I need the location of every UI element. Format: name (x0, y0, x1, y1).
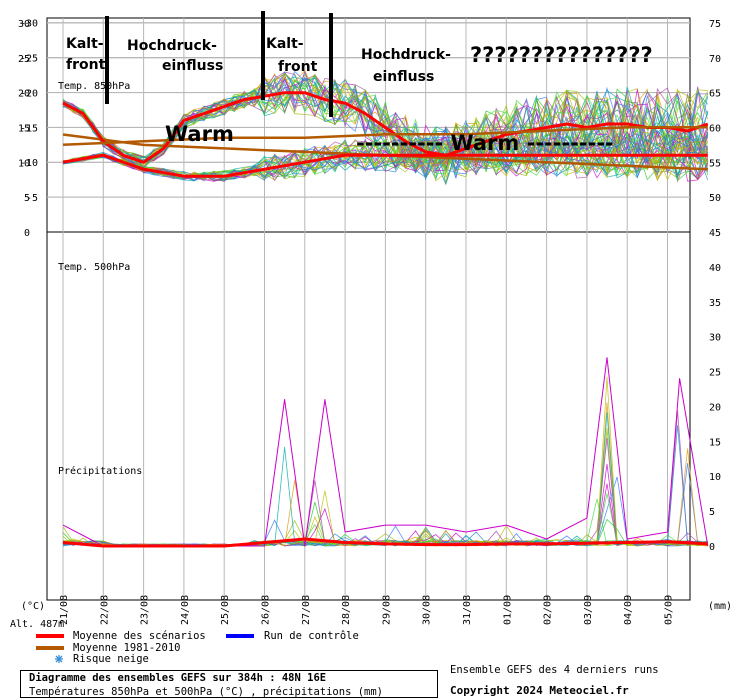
left-unit-label: (°C) (21, 601, 45, 612)
y-tick-right-850: 60 (709, 124, 721, 135)
y-tick-right-precip: 30 (709, 333, 721, 344)
annotation-warm-2: ---------- Warm ---------- (356, 131, 614, 155)
grid (46, 17, 691, 601)
cold-front-bar-2 (261, 11, 265, 100)
y-tick-left-500: -10 (20, 158, 38, 169)
legend-label-control: Run de contrôle (264, 630, 359, 642)
annotation-warm-1: Warm (165, 122, 234, 146)
chart-subtitle: Températures 850hPa et 500hPa (°C) , pré… (29, 686, 384, 698)
tick-labels: 30252015105075706560555045-5-10-15-20-25… (18, 19, 721, 625)
y-tick-right-850: 50 (709, 193, 721, 204)
x-tick-date: 03/09 (583, 595, 594, 625)
annotation-hochdruck-2a: Hochdruck- (361, 47, 451, 63)
y-tick-right-precip: 35 (709, 298, 721, 309)
cold-front-bar-1 (105, 16, 109, 104)
annotation-hochdruck-1b: einfluss (162, 58, 223, 74)
ensemble-member-850 (62, 79, 709, 175)
x-tick-date: 31/08 (462, 595, 473, 625)
annotation-kaltfront-1b: front (66, 57, 106, 73)
x-tick-date: 23/08 (140, 595, 151, 625)
y-tick-left-850: 20 (18, 89, 30, 100)
y-tick-right-precip: 0 (709, 542, 715, 553)
y-tick-right-850: 70 (709, 54, 721, 65)
y-tick-right-850: 65 (709, 89, 721, 100)
y-tick-right-precip: 5 (709, 507, 715, 518)
y-tick-left-850: 0 (24, 228, 30, 239)
y-tick-left-500: -25 (20, 54, 38, 65)
ensemble-member-850 (62, 71, 709, 181)
annotation-kaltfront-2a: Kalt- (266, 36, 304, 52)
x-tick-date: 02/09 (543, 595, 554, 625)
x-tick-date: 05/09 (664, 595, 675, 625)
x-tick-date: 21/08 (59, 595, 70, 625)
annotation-kaltfront-1a: Kalt- (66, 36, 104, 52)
climate-mean-line-500 (62, 126, 708, 147)
annotation-kaltfront-2b: front (278, 59, 318, 75)
y-tick-left-500: -30 (20, 19, 38, 30)
x-tick-date: 27/08 (301, 595, 312, 625)
x-tick-date: 28/08 (341, 595, 352, 625)
y-tick-left-500: -5 (26, 193, 38, 204)
x-tick-date: 22/08 (99, 595, 110, 625)
ensemble-member-500 (62, 128, 709, 182)
panel-title-precip: Précipitations (58, 465, 142, 477)
right-unit-label: (mm) (708, 601, 732, 612)
y-tick-right-850: 45 (709, 228, 721, 239)
legend-label-climate: Moyenne 1981-2010 (73, 642, 181, 654)
panel-title-500: Temp. 500hPa (58, 262, 130, 273)
y-tick-left-500: -15 (20, 123, 38, 134)
annotation-hochdruck-2b: einfluss (373, 69, 434, 85)
snowflake-icon (55, 655, 63, 663)
x-tick-date: 01/09 (502, 595, 513, 625)
legend-line-mean (36, 634, 64, 638)
annotation-hochdruck-1a: Hochdruck- (127, 38, 217, 54)
y-tick-left-850: 25 (18, 54, 30, 65)
y-tick-right-precip: 15 (709, 437, 721, 448)
y-tick-left-850: 10 (18, 158, 30, 169)
precip-mean-line (62, 537, 708, 548)
x-tick-date: 24/08 (180, 595, 191, 625)
y-tick-right-precip: 25 (709, 368, 721, 379)
series-layer (62, 91, 709, 548)
annotation-question-marks: ??????????????? (470, 43, 653, 67)
x-tick-date: 30/08 (422, 595, 433, 625)
y-tick-left-850: 30 (18, 19, 30, 30)
legend-label-snow: Risque neige (73, 653, 149, 665)
y-tick-left-500: -20 (20, 88, 38, 99)
y-tick-right-precip: 10 (709, 472, 721, 483)
panel-title-850: Temp. 850hPa (58, 81, 130, 92)
x-tick-date: 25/08 (220, 595, 231, 625)
ensemble-member-850 (62, 80, 709, 179)
ensemble-mean-line-500 (62, 153, 708, 178)
y-tick-left-850: 15 (18, 124, 30, 135)
y-tick-right-850: 55 (709, 158, 721, 169)
chart-title-box: Diagramme des ensembles GEFS sur 384h : … (20, 670, 438, 698)
y-tick-right-precip: 20 (709, 402, 721, 413)
x-tick-date: 29/08 (381, 595, 392, 625)
legend-line-climate (36, 646, 64, 650)
runs-note: Ensemble GEFS des 4 derniers runs (450, 664, 659, 676)
copyright: Copyright 2024 Meteociel.fr (450, 684, 629, 697)
cold-front-bar-3 (329, 13, 333, 117)
y-tick-right-850: 75 (709, 19, 721, 30)
altitude-label: Alt. 487m (10, 619, 64, 630)
chart-title: Diagramme des ensembles GEFS sur 384h : … (29, 672, 327, 684)
y-tick-left-850: 5 (24, 193, 30, 204)
legend-line-control (226, 634, 254, 638)
x-tick-date: 04/09 (623, 595, 634, 625)
y-tick-right-precip: 40 (709, 263, 721, 274)
legend-label-mean: Moyenne des scénarios (73, 630, 206, 642)
x-tick-date: 26/08 (261, 595, 272, 625)
